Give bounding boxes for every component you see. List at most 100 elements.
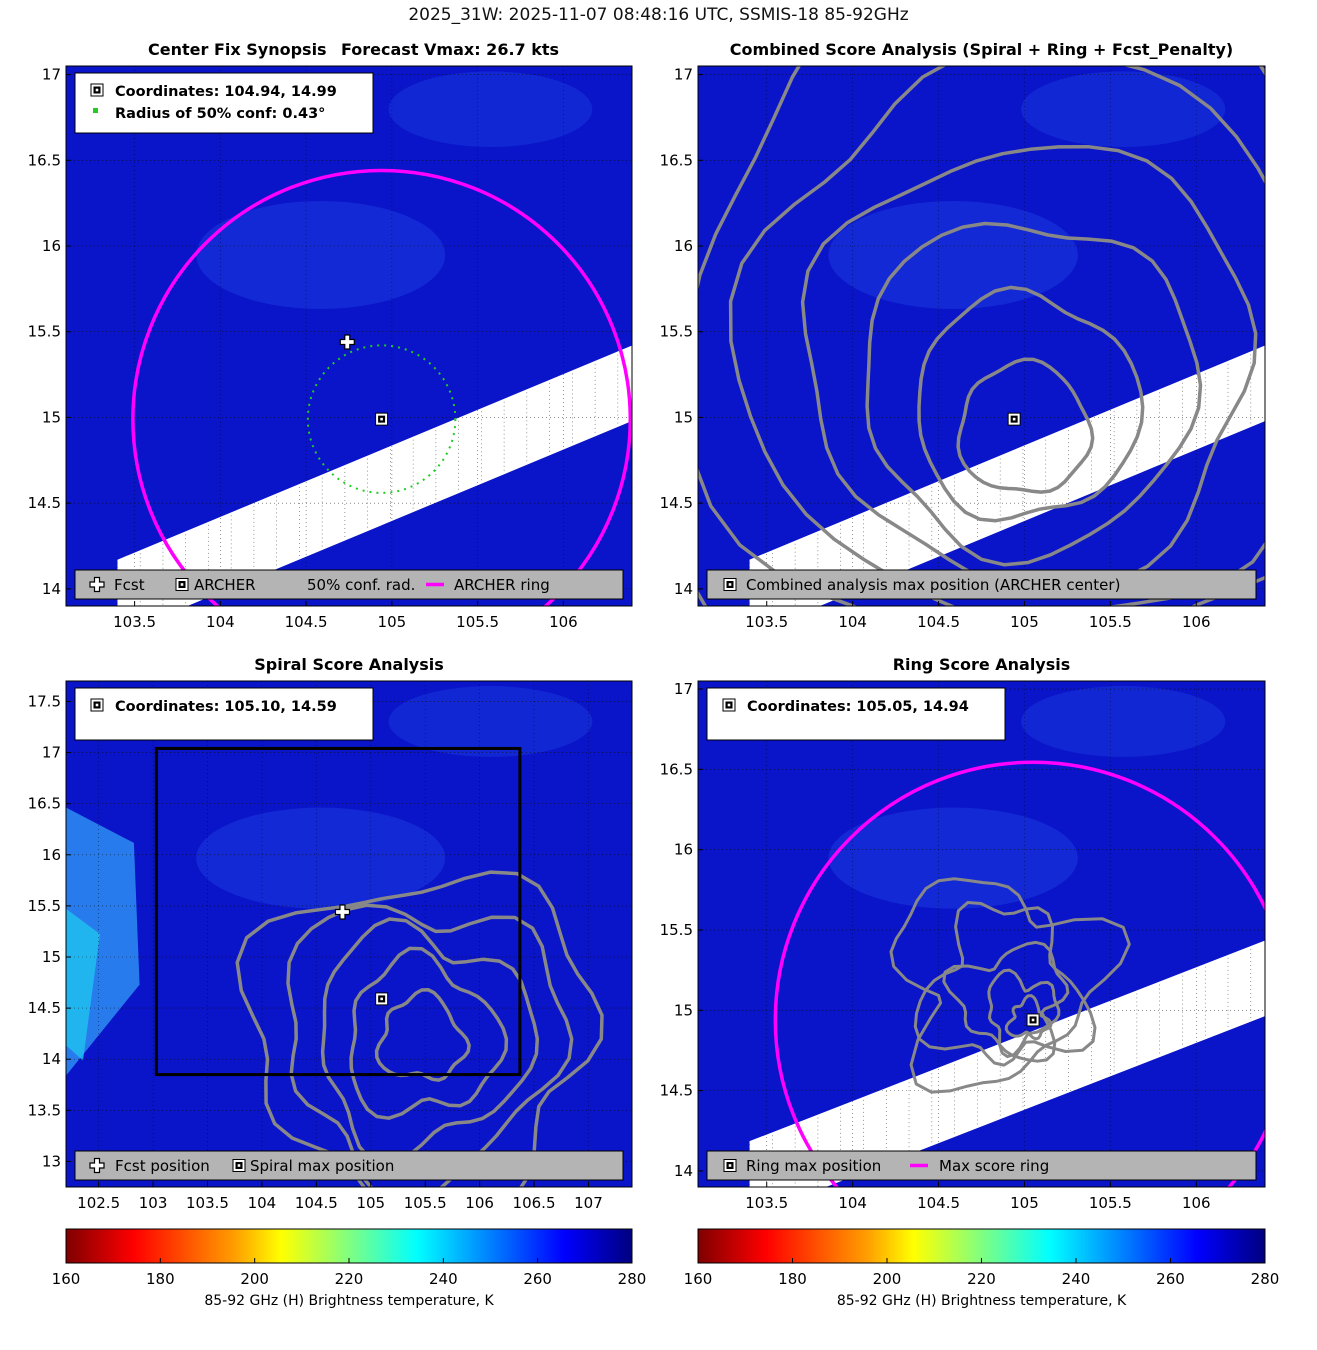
y-tick-label: 17 — [674, 680, 693, 698]
legend-ring-max-icon-dot — [728, 1164, 732, 1167]
y-tick-label: 17.5 — [28, 692, 61, 710]
legend-bar: Ring max position Max score ring — [706, 1150, 1257, 1181]
y-tick-label: 16.5 — [28, 151, 61, 169]
legend-ring-max: Ring max position — [746, 1157, 881, 1175]
panel-title-right: Forecast Vmax: 26.7 kts — [341, 40, 559, 59]
legend-bar: Fcst position Spiral max position — [74, 1150, 624, 1181]
y-tick-label: 15.5 — [660, 921, 693, 939]
info-radius: Radius of 50% conf: 0.43° — [115, 106, 325, 122]
x-tick-label: 105 — [1010, 1194, 1039, 1212]
x-tick-label: 106 — [549, 613, 578, 631]
warm-patch-2 — [1021, 686, 1226, 757]
colorbar-tick-label: 180 — [146, 1270, 175, 1288]
archer-ring — [773, 760, 1265, 1187]
x-tick-label: 104.5 — [295, 1194, 338, 1212]
panel-center-fix: Coordinates: 104.94, 14.99 Radius of 50% … — [28, 40, 633, 631]
x-tick-label: 105 — [378, 613, 407, 631]
score-contour — [235, 870, 604, 1187]
y-tick-label: 16 — [674, 237, 693, 255]
axes-frame — [697, 680, 1266, 1188]
colorbar-label: 85-92 GHz (H) Brightness temperature, K — [837, 1293, 1127, 1309]
y-tick-label: 14.5 — [28, 494, 61, 512]
warm-patch-2 — [388, 71, 593, 147]
warm-patch — [196, 807, 446, 909]
colorbar-tick-label: 160 — [52, 1270, 81, 1288]
panel-title: Combined Score Analysis (Spiral + Ring +… — [730, 40, 1233, 59]
colorbar-tick-label: 220 — [967, 1270, 996, 1288]
plot-area — [698, 681, 1265, 1187]
score-contour — [286, 903, 574, 1187]
y-tick-label: 16.5 — [660, 760, 693, 778]
x-tick-label: 105 — [1010, 613, 1039, 631]
y-tick-label: 17 — [674, 66, 693, 84]
warm-patch — [828, 201, 1078, 309]
x-tick-label: 107 — [574, 1194, 603, 1212]
score-contour — [987, 968, 1061, 1059]
y-tick-label: 15 — [42, 948, 61, 966]
info-marker-icon-dot — [95, 703, 99, 707]
conf-legend-icon — [93, 108, 98, 113]
panel-spiral: Coordinates: 105.10, 14.59 Fcst position S… — [28, 655, 633, 1212]
x-tick-label: 104 — [248, 1194, 277, 1212]
y-tick-label: 14.5 — [28, 999, 61, 1017]
x-tick-label: 103.5 — [745, 613, 788, 631]
warm-patch-2 — [388, 686, 593, 757]
info-box: Coordinates: 105.10, 14.59 — [74, 687, 374, 741]
center-marker-dot — [1031, 1018, 1035, 1022]
score-contour — [1004, 994, 1053, 1041]
fcst-marker — [339, 334, 355, 350]
info-marker-icon-dot — [95, 88, 99, 92]
x-tick-label: 102.5 — [77, 1194, 120, 1212]
y-tick-label: 15 — [674, 408, 693, 426]
center-marker-dot — [1012, 417, 1016, 421]
x-tick-label: 104.5 — [917, 1194, 960, 1212]
y-tick-label: 15.5 — [28, 897, 61, 915]
x-tick-label: 105.5 — [1089, 1194, 1132, 1212]
axes-frame — [697, 65, 1266, 607]
plot-area — [698, 66, 1265, 606]
legend-frame — [706, 1150, 1257, 1181]
x-tick-label: 104 — [206, 613, 235, 631]
archer-ring — [131, 168, 632, 606]
swath-gap — [749, 345, 1265, 606]
warm-patch — [828, 807, 1078, 909]
colorbar-tick-label: 180 — [778, 1270, 807, 1288]
score-contour — [374, 987, 471, 1082]
colorbar-tick-label: 280 — [1251, 1270, 1280, 1288]
info-box: Coordinates: 105.05, 14.94 — [706, 687, 1006, 741]
score-contour — [320, 917, 540, 1166]
y-tick-label: 15.5 — [28, 323, 61, 341]
info-coordinates: Coordinates: 105.05, 14.94 — [747, 699, 969, 715]
panel-title: Ring Score Analysis — [893, 655, 1071, 674]
x-tick-label: 103.5 — [113, 613, 156, 631]
warm-patch — [196, 201, 446, 309]
legend-fcst: Fcst — [114, 576, 145, 594]
panel-combined: Combined analysis max position (ARCHER c… — [660, 40, 1266, 631]
legend-max-ring: Max score ring — [939, 1157, 1049, 1175]
x-tick-label: 103 — [139, 1194, 168, 1212]
legend-frame — [74, 569, 624, 600]
colorbar-tick-label: 260 — [523, 1270, 552, 1288]
colorbar-tick-label: 240 — [429, 1270, 458, 1288]
score-contour — [349, 946, 509, 1120]
y-tick-label: 14 — [674, 580, 693, 598]
legend-bar: Combined analysis max position (ARCHER c… — [706, 569, 1257, 600]
x-tick-label: 105.5 — [1089, 613, 1132, 631]
legend-bar: Fcst ARCHER 50% conf. rad. ARCHER ring — [74, 569, 624, 600]
axes-frame — [65, 680, 633, 1188]
y-tick-label: 16 — [42, 846, 61, 864]
info-box-frame — [706, 687, 1006, 741]
colorbar-tick-label: 280 — [618, 1270, 647, 1288]
score-contour — [800, 144, 1258, 595]
score-contour — [889, 877, 1131, 1094]
y-tick-label: 15.5 — [660, 323, 693, 341]
y-tick-label: 14 — [674, 1162, 693, 1180]
info-coordinates: Coordinates: 104.94, 14.99 — [115, 84, 337, 100]
legend-frame — [74, 1150, 624, 1181]
legend-spiral: Spiral max position — [250, 1157, 394, 1175]
x-tick-label: 105.5 — [404, 1194, 447, 1212]
legend-fcst: Fcst position — [115, 1157, 210, 1175]
colorbar-1: 160 180 200 220 240 260 280 85-92 GHz (H) Brigh… — [684, 1228, 1280, 1309]
info-box-frame — [74, 72, 374, 134]
